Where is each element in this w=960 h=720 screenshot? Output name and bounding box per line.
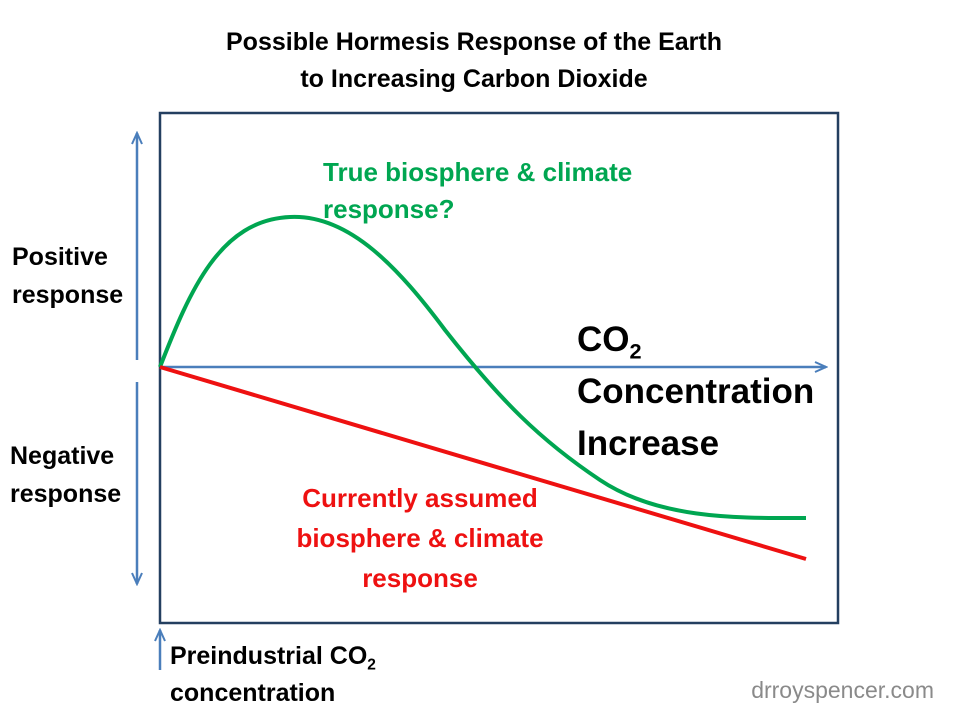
preindustrial-label: Preindustrial CO2 concentration	[170, 638, 376, 712]
x-axis-label-line-3: Increase	[577, 424, 720, 463]
assumed-response-line-2: biosphere & climate	[296, 523, 544, 553]
preindustrial-text: Preindustrial CO	[170, 642, 368, 670]
co2-subscript: 2	[629, 338, 642, 364]
co2-text: CO	[577, 320, 630, 359]
negative-response-label: Negative response	[10, 437, 121, 513]
assumed-response-line	[159, 365, 807, 561]
x-axis-label: CO2 Concentration Increase	[577, 314, 814, 470]
preindustrial-line-1: Preindustrial CO2	[170, 638, 376, 675]
positive-response-label: Positive response	[12, 238, 123, 314]
positive-line-1: Positive	[12, 243, 108, 271]
assumed-response-label: Currently assumed biosphere & climate re…	[270, 478, 570, 598]
true-response-line-2: response?	[323, 194, 455, 224]
watermark: drroyspencer.com	[751, 677, 934, 703]
negative-line-2: response	[10, 480, 122, 508]
diagram-title: Possible Hormesis Response of the Earth …	[0, 24, 948, 98]
x-axis-label-line-1: CO2	[577, 314, 814, 366]
assumed-response-line-1: Currently assumed	[302, 483, 538, 513]
negative-line-1: Negative	[10, 442, 115, 470]
title-line-1: Possible Hormesis Response of the Earth	[226, 28, 722, 56]
true-response-line-1: True biosphere & climate	[323, 157, 633, 187]
preindustrial-line-2: concentration	[170, 679, 336, 707]
positive-line-2: response	[12, 281, 124, 309]
assumed-response-line-3: response	[362, 563, 478, 593]
title-line-2: to Increasing Carbon Dioxide	[300, 65, 648, 93]
preindustrial-subscript: 2	[367, 656, 376, 674]
true-response-label: True biosphere & climate response?	[323, 154, 632, 228]
x-axis-label-line-2: Concentration	[577, 372, 815, 411]
true-response-curve	[158, 214, 807, 521]
